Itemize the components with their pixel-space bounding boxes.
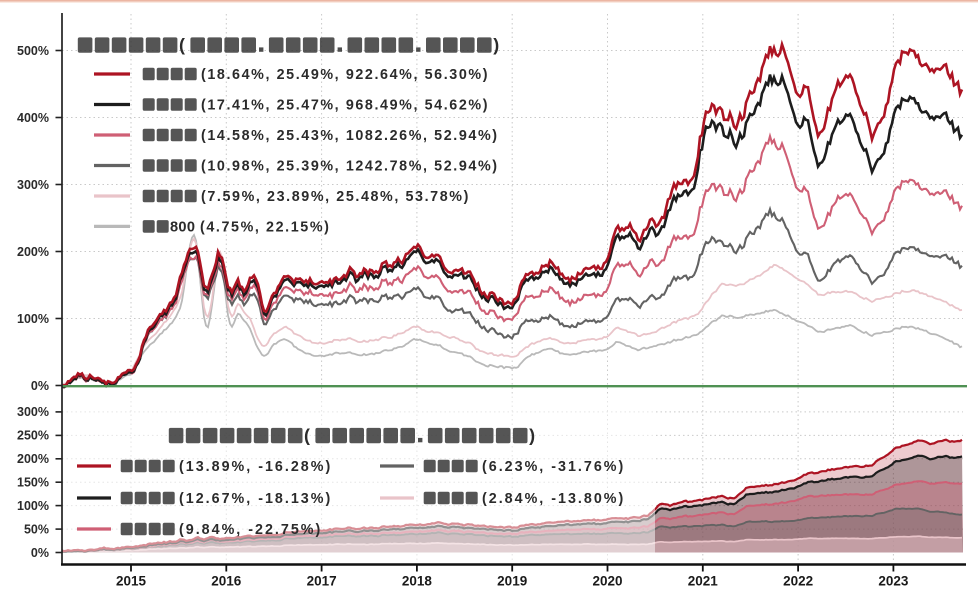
svg-text:(17.41%, 25.47%, 968.49%, 54.6: (17.41%, 25.47%, 968.49%, 54.62%) bbox=[201, 98, 489, 114]
svg-text:2021: 2021 bbox=[688, 574, 719, 589]
svg-text:(13.89%, -16.28%): (13.89%, -16.28%) bbox=[179, 459, 332, 475]
svg-text:2018: 2018 bbox=[402, 574, 433, 589]
svg-text:2019: 2019 bbox=[497, 574, 527, 589]
svg-text:200%: 200% bbox=[17, 245, 49, 259]
svg-text:(12.67%, -18.13%): (12.67%, -18.13%) bbox=[179, 491, 332, 507]
svg-text:(7.59%, 23.89%, 25.48%, 53.78%: (7.59%, 23.89%, 25.48%, 53.78%) bbox=[201, 189, 470, 205]
svg-text:2015: 2015 bbox=[116, 574, 147, 589]
svg-text:(6.23%, -31.76%): (6.23%, -31.76%) bbox=[482, 459, 625, 475]
svg-text:300%: 300% bbox=[17, 178, 49, 192]
svg-text:(2.84%, -13.80%): (2.84%, -13.80%) bbox=[482, 491, 625, 507]
svg-text:(: ( bbox=[179, 35, 185, 55]
svg-text:0%: 0% bbox=[31, 379, 49, 393]
svg-text:300%: 300% bbox=[17, 405, 49, 419]
svg-text:2022: 2022 bbox=[783, 574, 813, 589]
svg-text:50%: 50% bbox=[24, 522, 49, 536]
svg-text:(14.58%, 25.43%, 1082.26%, 52.: (14.58%, 25.43%, 1082.26%, 52.94%) bbox=[201, 128, 499, 144]
svg-text:2023: 2023 bbox=[878, 574, 909, 589]
svg-text:100%: 100% bbox=[17, 499, 49, 513]
svg-text:100%: 100% bbox=[17, 312, 49, 326]
svg-text:(18.64%, 25.49%, 922.64%, 56.3: (18.64%, 25.49%, 922.64%, 56.30%) bbox=[201, 67, 489, 83]
svg-text:(10.98%, 25.39%, 1242.78%, 52.: (10.98%, 25.39%, 1242.78%, 52.94%) bbox=[201, 159, 499, 175]
svg-text:0%: 0% bbox=[31, 546, 49, 560]
svg-text:200%: 200% bbox=[17, 452, 49, 466]
svg-text:2017: 2017 bbox=[307, 574, 337, 589]
svg-text:250%: 250% bbox=[17, 429, 49, 443]
svg-text:(9.84%, -22.75%): (9.84%, -22.75%) bbox=[179, 522, 322, 538]
svg-text:(4.75%, 22.15%): (4.75%, 22.15%) bbox=[200, 219, 331, 235]
svg-text:): ) bbox=[493, 35, 499, 55]
svg-text:2016: 2016 bbox=[211, 574, 242, 589]
svg-text:400%: 400% bbox=[17, 111, 49, 125]
svg-text:(: ( bbox=[304, 426, 310, 446]
svg-text:): ) bbox=[529, 426, 535, 446]
svg-text:2020: 2020 bbox=[592, 574, 622, 589]
svg-text:150%: 150% bbox=[17, 476, 49, 490]
svg-text:800: 800 bbox=[170, 219, 195, 235]
svg-text:500%: 500% bbox=[17, 44, 49, 58]
